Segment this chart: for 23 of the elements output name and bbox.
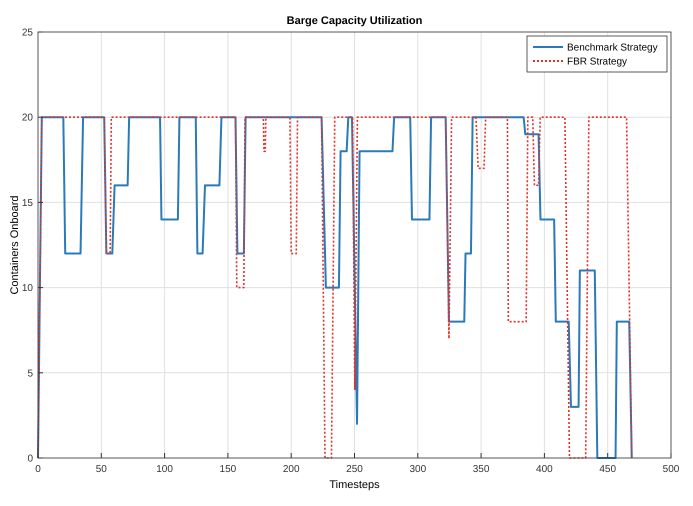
legend-label: Benchmark Strategy [567, 42, 658, 54]
line-series [37, 116, 633, 459]
x-tick-label: 400 [536, 464, 554, 475]
legend-label: FBR Strategy [567, 56, 628, 68]
x-tick-label: 250 [346, 464, 364, 475]
y-tick-label: 0 [27, 454, 34, 464]
x-tick-label: 350 [472, 464, 490, 475]
x-tick-label: 150 [220, 464, 237, 475]
chart-title: Barge Capacity Utilization [286, 15, 423, 27]
x-tick-label: 450 [599, 464, 616, 475]
y-tick-label: 5 [27, 368, 34, 380]
y-tick-label: 25 [22, 28, 34, 38]
x-tick-label: 200 [282, 464, 300, 475]
x-tick-label: 500 [662, 464, 680, 475]
y-axis-title: Containers Onboard [9, 195, 21, 295]
x-tick-label: 100 [156, 464, 174, 475]
x-tick-label: 50 [96, 464, 108, 475]
x-axis-title: Timesteps [329, 479, 380, 491]
x-tick-label: 0 [35, 464, 42, 475]
y-tick-label: 15 [22, 198, 34, 209]
y-tick-label: 20 [22, 112, 34, 124]
x-tick-label: 300 [409, 464, 427, 475]
y-tick-label: 10 [22, 283, 34, 294]
